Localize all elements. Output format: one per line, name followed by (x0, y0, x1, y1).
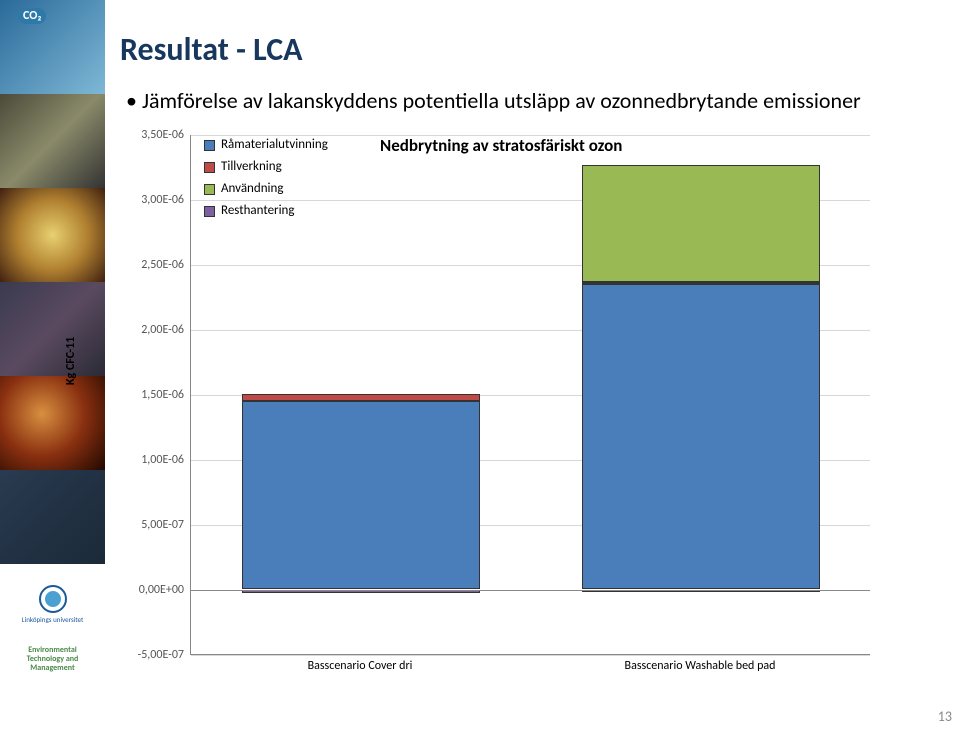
slide-content: Resultat - LCA Jämförelse av lakanskydde… (120, 30, 940, 124)
legend-label: Råmaterialutvinning (221, 135, 328, 155)
chart-bar-segment (582, 284, 820, 590)
chart-bar (242, 394, 480, 589)
chart-ytick-label: 5,00E-07 (120, 518, 184, 532)
chart-ylabel: Kg CFC-11 (64, 337, 78, 385)
sidebar-tile-3 (0, 188, 105, 282)
legend-swatch (204, 140, 215, 151)
slide-bullet-text: Jämförelse av lakanskyddens potentiella … (126, 87, 940, 114)
sidebar-image-strip: Linköpings universitet Environmental Tec… (0, 0, 105, 731)
chart-bar-segment (582, 165, 820, 282)
legend-label: Tillverkning (221, 157, 282, 177)
chart-ytick-label: 0,00E+00 (120, 583, 184, 597)
chart-ytick-label: 3,00E-06 (120, 193, 184, 207)
ozone-chart: Nedbrytning av stratosfäriskt ozon Kg CF… (120, 135, 890, 695)
sidebar-dept-label: Environmental Technology and Management (0, 644, 105, 731)
sidebar-tile-2 (0, 94, 105, 188)
sidebar-tile-co2 (0, 0, 105, 94)
slide-title: Resultat - LCA (120, 30, 940, 69)
legend-swatch (204, 184, 215, 195)
chart-legend: RåmaterialutvinningTillverkningAnvändnin… (204, 135, 328, 223)
dept-name-label: Environmental Technology and Management (27, 646, 79, 672)
chart-xtick-label: Basscenario Washable bed pad (530, 659, 870, 673)
legend-swatch (204, 206, 215, 217)
legend-item: Resthantering (204, 201, 328, 221)
chart-zero-axis (191, 590, 870, 591)
chart-ytick-label: 2,00E-06 (120, 323, 184, 337)
sidebar-tile-5 (0, 376, 105, 470)
page-number: 13 (938, 708, 952, 725)
chart-ytick-label: 2,50E-06 (120, 258, 184, 272)
university-seal-icon (39, 585, 67, 613)
chart-ytick-label: 1,50E-06 (120, 388, 184, 402)
chart-ytick-label: 3,50E-06 (120, 128, 184, 142)
chart-bar (582, 165, 820, 590)
chart-xtick-label: Basscenario Cover dri (190, 659, 530, 673)
legend-item: Tillverkning (204, 157, 328, 177)
chart-bar-segment (242, 401, 480, 590)
chart-ytick-label: -5,00E-07 (120, 648, 184, 662)
legend-label: Användning (221, 179, 283, 199)
legend-item: Råmaterialutvinning (204, 135, 328, 155)
sidebar-university-logo: Linköpings universitet (0, 564, 105, 644)
university-name-label: Linköpings universitet (22, 616, 84, 624)
chart-gridline (191, 655, 870, 656)
chart-ytick-label: 1,00E-06 (120, 453, 184, 467)
legend-item: Användning (204, 179, 328, 199)
legend-label: Resthantering (221, 201, 295, 221)
legend-swatch (204, 162, 215, 173)
sidebar-tile-6 (0, 470, 105, 564)
sidebar-tile-4 (0, 282, 105, 376)
